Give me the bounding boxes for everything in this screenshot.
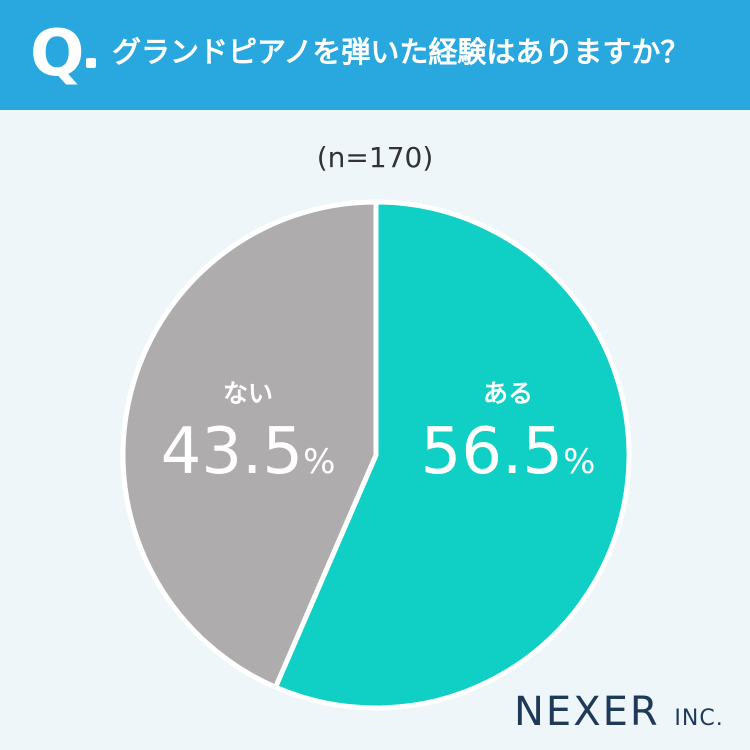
slice-value: 43.5% [160, 415, 336, 489]
question-header: Q グランドピアノを弾いた経験はありますか？ [0, 0, 750, 110]
q-dot [86, 58, 96, 68]
slice-name: ある [482, 379, 533, 408]
slice-name: ない [222, 379, 273, 408]
pie-slice-nai [120, 199, 379, 690]
q-mark: Q [30, 17, 85, 91]
question-text: グランドピアノを弾いた経験はありますか？ [112, 35, 690, 69]
nexer-logo: NEXER INC. [514, 689, 724, 735]
slice-label-aru: ある 56.5% [418, 376, 598, 502]
slice-value: 56.5% [420, 415, 596, 489]
sample-size: (n=170) [316, 141, 434, 174]
slice-label-nai: ない 43.5% [158, 376, 338, 502]
pie-slice-aru [273, 199, 632, 711]
